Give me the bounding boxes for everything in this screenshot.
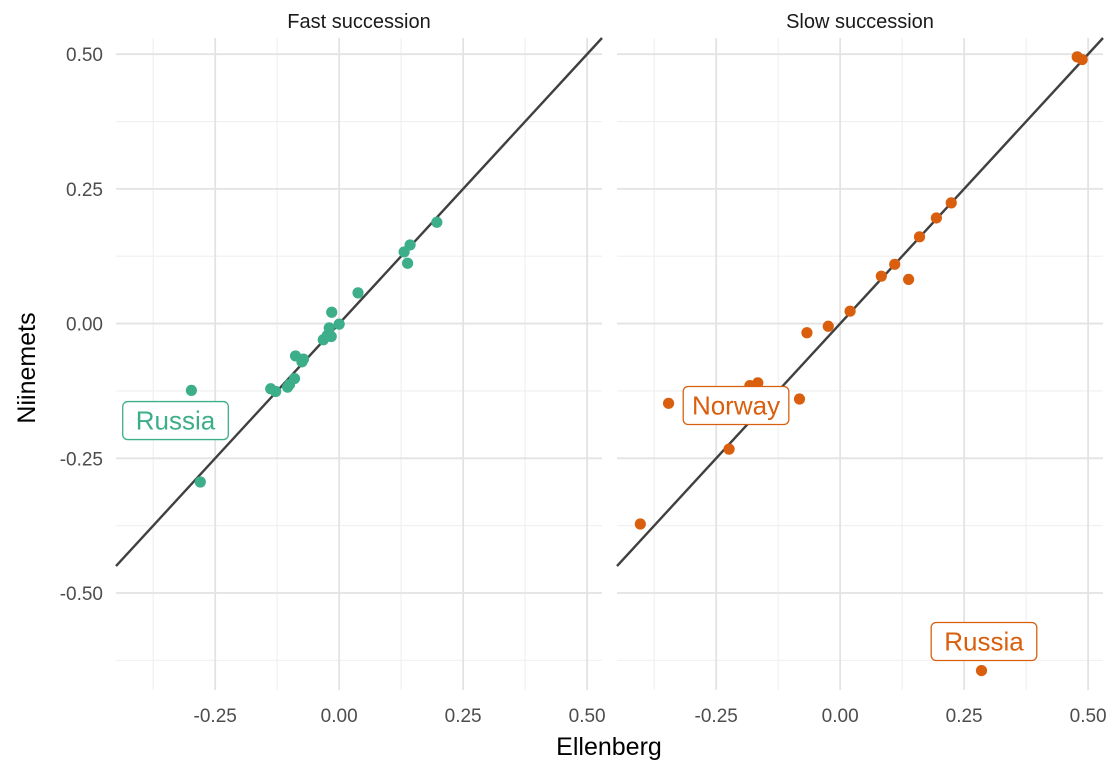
- y-tick-label: -0.25: [60, 449, 103, 470]
- data-point: [889, 258, 901, 270]
- data-point: [270, 385, 282, 398]
- data-point: [333, 318, 345, 330]
- data-point: [297, 353, 310, 365]
- data-point: [431, 216, 443, 228]
- x-tick-label: 0.50: [1070, 706, 1107, 727]
- reference-line: [115, 37, 603, 567]
- data-point: [404, 239, 416, 251]
- reference-line: [616, 37, 1104, 567]
- data-point: [975, 665, 988, 677]
- y-axis-title: Niinemets: [13, 312, 41, 423]
- y-tick-label: -0.50: [60, 584, 103, 605]
- data-point: [822, 320, 834, 332]
- x-tick-label: 0.25: [946, 706, 983, 727]
- x-tick-label: 0.25: [445, 706, 482, 727]
- data-point: [801, 327, 813, 339]
- point-label: Norway: [692, 390, 780, 420]
- panel-title: Slow succession: [786, 11, 934, 33]
- panel-2: Slow succession Norway Russia -0.25 0.00 0.25…: [616, 11, 1107, 727]
- data-point: [1076, 53, 1088, 66]
- y-tick-label: 0.00: [66, 315, 103, 336]
- data-point: [875, 270, 887, 282]
- point-label-box: [930, 621, 1038, 662]
- data-point: [326, 306, 338, 318]
- data-point: [325, 330, 337, 343]
- point-label-box: [122, 400, 229, 441]
- y-tick-label: 0.25: [66, 180, 103, 201]
- data-point: [913, 231, 926, 243]
- data-point: [930, 212, 942, 224]
- data-point: [185, 384, 197, 397]
- data-point: [903, 273, 915, 286]
- data-point: [352, 287, 364, 299]
- point-label-box: [682, 385, 790, 426]
- data-point: [662, 397, 675, 409]
- x-tick-label: -0.25: [695, 706, 738, 727]
- point-label: Russia: [136, 406, 216, 436]
- x-tick-label: 0.50: [569, 706, 606, 727]
- x-tick-label: 0.00: [822, 706, 859, 727]
- data-point: [402, 257, 414, 269]
- data-point: [323, 322, 335, 334]
- data-point: [723, 443, 735, 455]
- data-point: [194, 476, 206, 488]
- panel-1: Fast succession Russia -0.25 0.00 0.25 0.50: [115, 11, 606, 727]
- panel-title: Fast succession: [287, 11, 430, 33]
- data-point: [634, 518, 646, 530]
- y-tick-label: 0.50: [66, 45, 103, 66]
- data-point: [793, 393, 806, 405]
- data-point: [288, 372, 301, 385]
- data-point: [945, 197, 957, 209]
- data-point: [752, 377, 764, 389]
- x-tick-label: -0.25: [194, 706, 237, 727]
- point-label: Russia: [944, 627, 1024, 657]
- x-axis-title: Ellenberg: [556, 733, 662, 761]
- x-tick-label: 0.00: [321, 706, 358, 727]
- data-point: [844, 305, 856, 317]
